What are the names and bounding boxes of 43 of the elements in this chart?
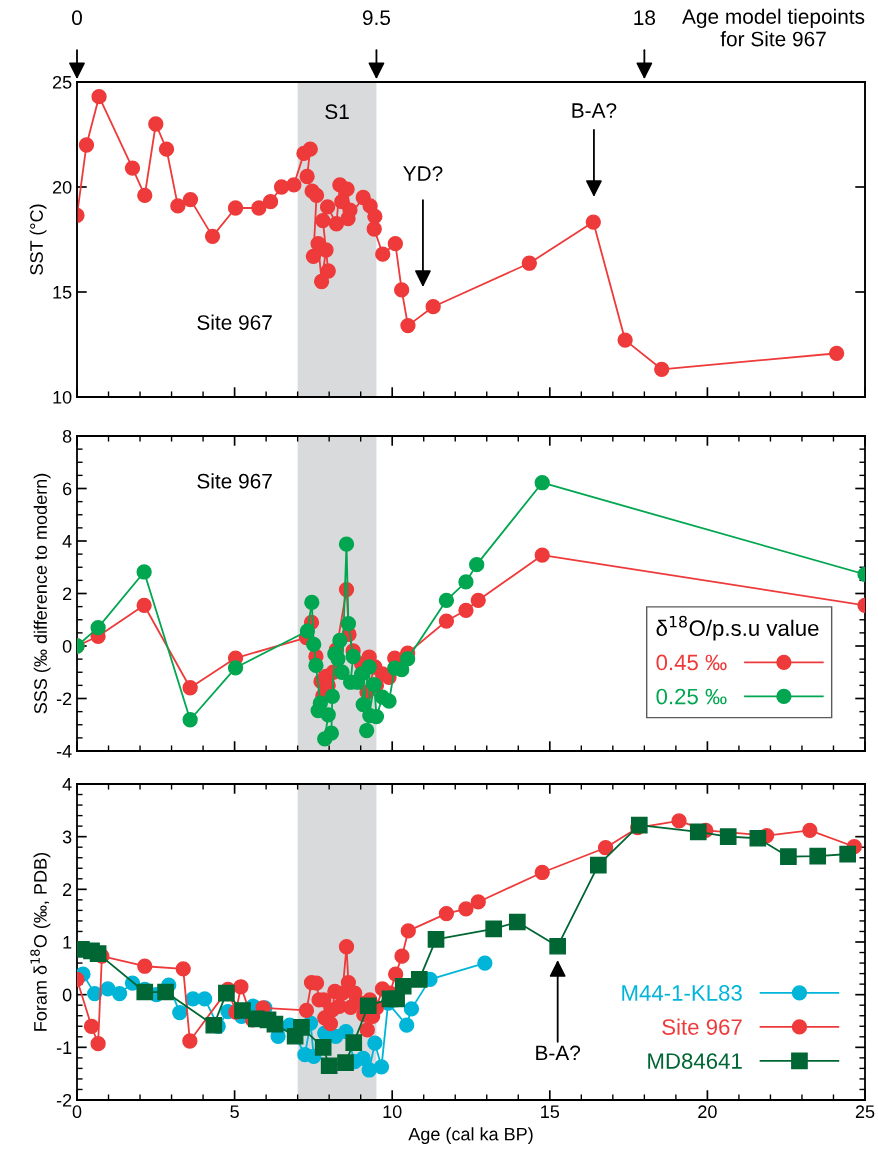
y-tick-label: 3 [62,830,72,844]
legend-label: MD84641 [648,1053,742,1069]
annotation: B-A? [536,1045,581,1061]
y-tick-label: 2 [63,587,72,601]
annotation: Site 967 [197,473,272,489]
x-tick-label: 15 [541,1105,560,1119]
y-axis-title: SSS (‰ difference to modern) [33,473,51,714]
annotation: B-A? [572,103,617,118]
x-axis-title: Age (cal ka BP) [408,1127,533,1145]
annotation: YD? [403,166,443,181]
annotation: Site 967 [197,314,272,330]
legend-title: δ$^{18}$O/p.s.u value [656,615,819,641]
y-tick-label: 8 [62,429,72,443]
y-tick-label: 4 [62,778,72,791]
y-tick-label: -4 [56,745,72,758]
x-tick-label: 20 [698,1105,717,1119]
y-tick-label: 0 [62,639,72,653]
legend-label: 0.25 ‰ [656,688,727,705]
x-tick-label: 0 [72,1105,82,1119]
y-tick-label: 25 [52,75,72,89]
y-tick-label: 10 [53,390,72,404]
x2-tick-label: 9.5 [362,10,391,26]
band-label: S1 [325,104,349,120]
y-tick-label: 1 [63,936,72,949]
y-tick-label: 4 [62,535,72,548]
x2-axis-title: Age model tiepoints for Site 967 [682,8,865,47]
y-tick-label: 2 [63,883,72,896]
legend-label: Site 967 [662,1018,742,1035]
x2-tick-label: 18 [634,10,656,26]
legend-label: 0.45 ‰ [656,654,727,671]
y-tick-label: 20 [52,180,72,194]
y-tick-label: -2 [56,692,72,706]
y-axis-title: SST (°C) [29,204,47,275]
x-tick-label: 10 [383,1105,402,1119]
y-tick-label: 0 [62,988,72,1002]
x-tick-label: 5 [230,1105,239,1119]
y-tick-label: -1 [56,1041,72,1054]
y-axis-title: Foram δ$^{18}$O (‰, PDB) [30,853,51,1031]
x-tick-label: 25 [855,1105,875,1119]
y-tick-label: 15 [53,286,72,299]
y-tick-label: -2 [56,1093,72,1107]
y-tick-label: 6 [63,482,72,496]
legend-label: M44-1-KL83 [622,985,742,1001]
